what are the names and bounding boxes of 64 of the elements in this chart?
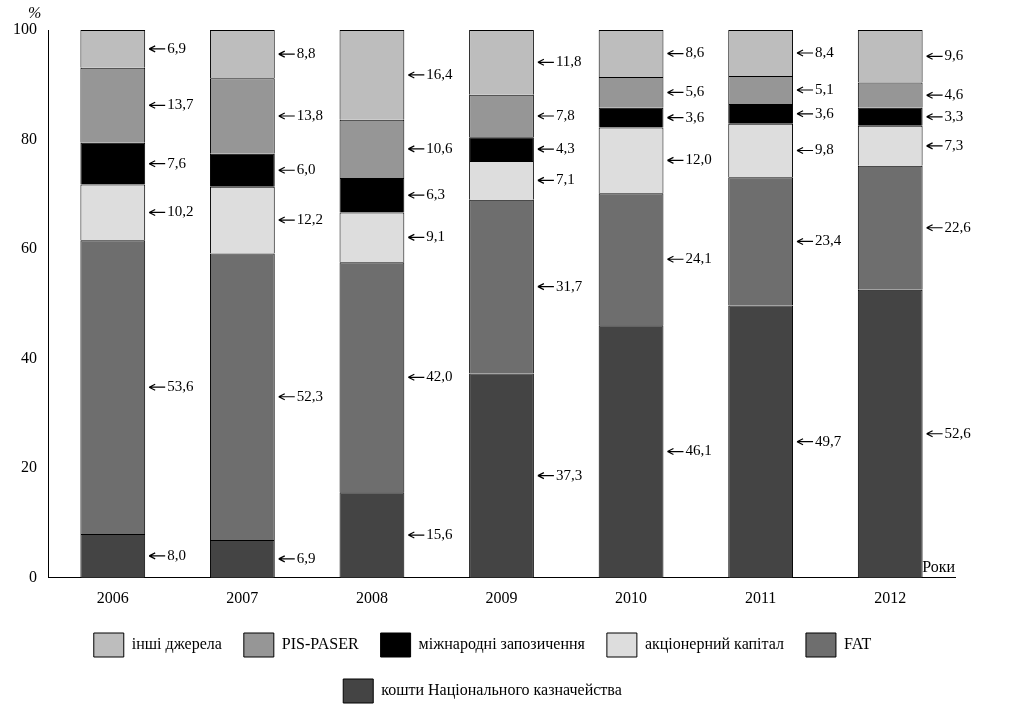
- data-label: 6,0: [296, 161, 316, 178]
- data-label: 8,6: [685, 44, 705, 61]
- y-axis-title: %: [28, 4, 42, 22]
- legend-label: міжнародні запозичення: [418, 635, 586, 654]
- data-label: 23,4: [815, 232, 842, 249]
- data-label: 5,1: [815, 80, 834, 97]
- data-label: 8,8: [296, 45, 316, 62]
- data-label: 31,7: [555, 277, 583, 294]
- legend-label: PIS-PASER: [281, 635, 359, 653]
- data-label: 16,4: [426, 65, 454, 82]
- data-label: 9,8: [815, 141, 834, 158]
- x-tick-label: 2012: [874, 588, 907, 606]
- legend-label: FAT: [843, 635, 872, 653]
- data-label: 22,6: [944, 218, 972, 235]
- data-label: 3,6: [815, 104, 835, 121]
- x-tick-label: 2010: [615, 588, 648, 606]
- data-label: 7,1: [555, 171, 575, 188]
- data-label: 11,8: [555, 53, 582, 70]
- x-tick-label: 2008: [355, 588, 388, 606]
- data-label: 10,6: [426, 139, 454, 156]
- y-tick-label: 80: [21, 129, 37, 147]
- legend-label: інші джерела: [131, 635, 222, 654]
- y-tick-label: 20: [21, 458, 37, 476]
- data-label: 12,0: [685, 151, 712, 168]
- data-label: 49,7: [815, 432, 842, 449]
- data-label: 4,3: [555, 140, 575, 157]
- data-label: 6,3: [426, 186, 446, 203]
- data-label: 7,3: [944, 136, 964, 153]
- data-label: 13,8: [296, 106, 323, 123]
- data-label: 6,9: [167, 39, 186, 56]
- data-label: 37,3: [555, 466, 583, 483]
- legend-label: акціонерний капітал: [644, 635, 784, 654]
- y-tick-label: 0: [29, 568, 37, 585]
- legend-label: кошти Національного казначейства: [381, 681, 622, 700]
- data-label: 42,0: [426, 368, 453, 385]
- y-tick-label: 60: [21, 239, 37, 257]
- data-label: 7,8: [555, 106, 575, 123]
- data-label: 6,9: [296, 549, 316, 566]
- data-label: 13,7: [167, 96, 194, 113]
- x-tick-label: 2011: [744, 588, 777, 606]
- x-axis-title: Роки: [922, 558, 956, 575]
- data-label: 53,6: [167, 378, 194, 395]
- data-label: 10,2: [167, 203, 194, 220]
- data-label: 7,6: [167, 154, 187, 171]
- x-tick-label: 2006: [96, 588, 129, 606]
- bar: [469, 137, 534, 161]
- data-label: 52,3: [296, 387, 323, 404]
- data-label: 9,1: [426, 228, 446, 245]
- data-label: 3,6: [685, 108, 705, 125]
- data-label: 15,6: [426, 526, 454, 543]
- data-label: 52,6: [944, 424, 972, 441]
- data-label: 24,1: [685, 250, 712, 267]
- y-tick-label: 40: [21, 348, 37, 366]
- y-tick-label: 100: [13, 20, 37, 38]
- data-label: 3,3: [944, 107, 964, 124]
- data-label: 4,6: [944, 86, 964, 103]
- data-label: 46,1: [685, 442, 712, 459]
- data-label: 5,6: [685, 83, 705, 100]
- data-label: 12,2: [296, 211, 323, 228]
- x-tick-label: 2009: [485, 588, 518, 606]
- data-label: 8,0: [167, 546, 186, 563]
- x-tick-label: 2007: [226, 588, 259, 606]
- data-label: 9,6: [944, 47, 964, 64]
- data-label: 8,4: [815, 43, 835, 60]
